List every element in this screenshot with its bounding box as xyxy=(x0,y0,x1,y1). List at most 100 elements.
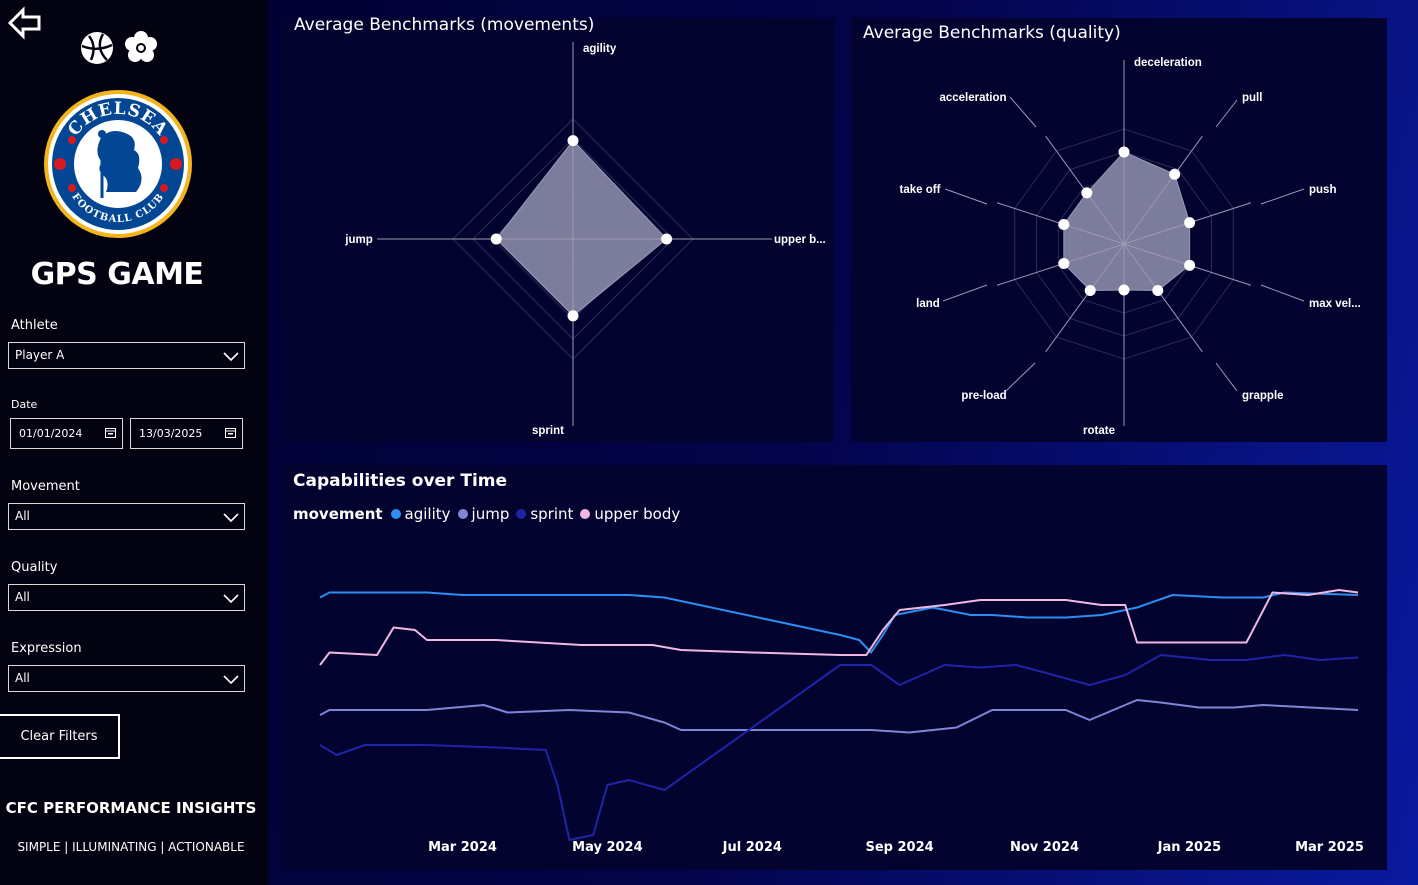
flower-icon xyxy=(125,31,157,62)
radar-axis-label: upper b... xyxy=(774,234,826,246)
series-line-jump xyxy=(319,699,1359,734)
movements-radar-title: Average Benchmarks (movements) xyxy=(294,15,595,35)
radar-label-connector xyxy=(1009,96,1037,128)
legend-title: movement xyxy=(293,505,383,523)
radar-point-preload xyxy=(1084,285,1096,297)
radar-axis-label: acceleration xyxy=(939,92,1006,104)
movement-dropdown[interactable]: All xyxy=(8,503,245,530)
radar-axis-label: jump xyxy=(344,234,372,246)
legend-item-jump[interactable]: jump xyxy=(457,505,510,523)
athlete-label: Athlete xyxy=(11,318,58,333)
chelsea-crest-logo: CHELSEA FOOTBALL CLUB xyxy=(44,90,192,238)
calendar-icon[interactable] xyxy=(225,427,236,438)
radar-axis-line xyxy=(1123,243,1203,353)
radar-point-rotate xyxy=(1118,284,1130,296)
app-title: GPS GAME xyxy=(30,257,204,292)
radar-point-grapple xyxy=(1152,285,1164,297)
chevron-down-icon xyxy=(223,594,239,604)
radar-point-agility xyxy=(567,135,579,147)
x-tick-label: Mar 2024 xyxy=(428,840,497,855)
radar-axis-label: grapple xyxy=(1242,390,1284,402)
radar-axis-label: push xyxy=(1309,184,1336,196)
radar-point-takeoff xyxy=(1058,218,1070,230)
quality-radar-chart: deceleration pull push max vel... grapple rot… xyxy=(900,57,1361,437)
radar-axis-label: sprint xyxy=(532,425,564,437)
radar-axis-line xyxy=(1123,135,1203,245)
radar-axis-label: pre-load xyxy=(961,390,1006,402)
legend-label: agility xyxy=(404,505,451,523)
legend-item-upper-body[interactable]: upper body xyxy=(580,505,680,523)
legend-dot xyxy=(457,509,468,519)
end-date-value: 13/03/2025 xyxy=(139,427,203,440)
football-icon xyxy=(81,32,113,64)
legend-dot xyxy=(516,509,527,519)
clear-filters-button[interactable]: Clear Filters xyxy=(0,714,120,759)
brand-name: CFC PERFORMANCE INSIGHTS xyxy=(5,799,257,817)
radar-axis-label: take off xyxy=(900,184,941,196)
chevron-down-icon xyxy=(223,352,239,362)
capabilities-line-chart xyxy=(319,589,1359,841)
start-date-input[interactable]: 01/01/2024 xyxy=(10,418,123,449)
capabilities-panel: Capabilities over Time movement agility … xyxy=(282,465,1387,870)
radar-point-acceleration xyxy=(1081,187,1093,199)
legend-label: upper body xyxy=(594,505,681,523)
expression-dropdown[interactable]: All xyxy=(8,665,245,692)
radar-label-connector xyxy=(944,188,988,205)
athlete-value: Player A xyxy=(15,348,65,362)
date-label: Date xyxy=(11,398,38,411)
quality-radar-panel: Average Benchmarks (quality) deceleratio… xyxy=(851,18,1387,442)
radar-point-maxvel xyxy=(1184,259,1196,271)
movement-label: Movement xyxy=(11,479,80,494)
brand-tagline: SIMPLE | ILLUMINATING | ACTIONABLE xyxy=(17,840,245,854)
radar-axis-label: deceleration xyxy=(1134,57,1202,69)
radar-label-connector xyxy=(1215,99,1238,128)
radar-area xyxy=(495,139,668,317)
series-line-agility xyxy=(319,591,1359,654)
radar-axis-label: agility xyxy=(583,43,617,55)
movements-radar-panel: Average Benchmarks (movements) agility up… xyxy=(282,15,834,442)
radar-axis-label: max vel... xyxy=(1309,298,1361,310)
legend-label: jump xyxy=(471,505,510,523)
radar-point-jump xyxy=(490,233,502,245)
legend-item-sprint[interactable]: sprint xyxy=(516,505,573,523)
radar-point-land xyxy=(1058,258,1070,270)
quality-label: Quality xyxy=(11,560,58,575)
quality-dropdown[interactable]: All xyxy=(8,584,245,611)
capabilities-title: Capabilities over Time xyxy=(293,471,508,491)
x-tick-label: May 2024 xyxy=(572,840,643,855)
expression-value: All xyxy=(15,671,30,685)
radar-point-pull xyxy=(1169,168,1181,180)
radar-label-connector xyxy=(1260,284,1305,302)
radar-axis-label: pull xyxy=(1242,92,1262,104)
legend-label: sprint xyxy=(530,505,574,523)
radar-label-connector xyxy=(942,284,988,302)
movements-radar-chart: agility upper b... sprint jump xyxy=(344,42,826,437)
x-tick-label: Jan 2025 xyxy=(1157,840,1222,855)
radar-label-connector xyxy=(1260,188,1305,205)
x-tick-label: Mar 2025 xyxy=(1295,840,1364,855)
radar-axis-label: rotate xyxy=(1083,425,1115,437)
end-date-input[interactable]: 13/03/2025 xyxy=(130,418,243,449)
legend-item-agility[interactable]: agility xyxy=(390,505,451,523)
radar-point-deceleration xyxy=(1118,146,1130,158)
legend-dot xyxy=(390,509,401,519)
chevron-down-icon xyxy=(223,675,239,685)
chevron-down-icon xyxy=(223,513,239,523)
series-line-sprint xyxy=(319,654,1359,841)
x-tick-label: Nov 2024 xyxy=(1010,840,1079,855)
radar-point-sprint xyxy=(567,310,579,322)
series-line-upper-body xyxy=(319,589,1359,666)
quality-value: All xyxy=(15,590,30,604)
radar-label-connector xyxy=(1215,362,1238,392)
athlete-dropdown[interactable]: Player A xyxy=(8,342,245,369)
quality-radar-title: Average Benchmarks (quality) xyxy=(863,23,1121,43)
legend-dot xyxy=(580,509,591,519)
radar-point-upperb xyxy=(661,233,673,245)
x-tick-label: Sep 2024 xyxy=(865,840,934,855)
radar-axis-label: land xyxy=(916,298,940,310)
calendar-icon[interactable] xyxy=(105,427,116,438)
expression-label: Expression xyxy=(11,641,82,656)
sidebar: CHELSEA FOOTBALL CLUB GPS GAME Athlete P… xyxy=(0,0,268,885)
back-arrow-icon[interactable] xyxy=(6,6,42,40)
radar-label-connector xyxy=(1005,362,1036,392)
